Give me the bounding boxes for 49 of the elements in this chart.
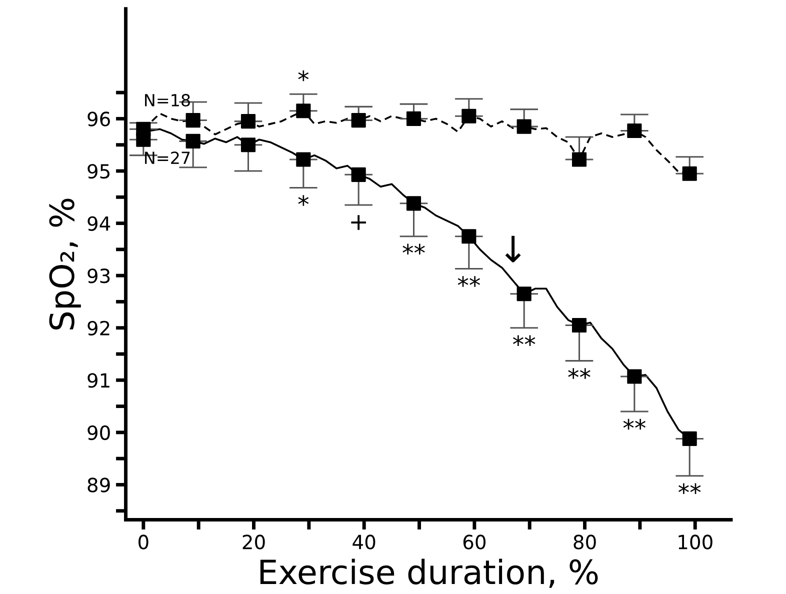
data-label: * bbox=[298, 195, 309, 206]
point bbox=[406, 111, 422, 126]
data-label: ** bbox=[458, 276, 480, 287]
x-tick-label: 40 bbox=[352, 534, 376, 550]
point bbox=[240, 138, 256, 152]
x-tick-label: 60 bbox=[463, 534, 486, 550]
point bbox=[516, 119, 532, 134]
series-label: N=18 bbox=[145, 94, 190, 106]
point bbox=[406, 196, 422, 211]
point bbox=[186, 134, 200, 148]
point bbox=[572, 318, 587, 333]
x-tick-label: 0 bbox=[138, 534, 148, 550]
data-label: ** bbox=[402, 244, 425, 254]
annotation: ↓ bbox=[505, 236, 521, 262]
point bbox=[516, 286, 532, 302]
point bbox=[296, 104, 311, 118]
data-label: ** bbox=[623, 418, 646, 430]
x-tick-label: 100 bbox=[678, 534, 712, 550]
point bbox=[351, 167, 366, 182]
y-tick-label: 95 bbox=[88, 164, 110, 179]
y-tick-label: 94 bbox=[88, 216, 110, 231]
x-tick-label: 80 bbox=[574, 534, 596, 550]
y-axis-title: SpO₂, % bbox=[49, 198, 81, 330]
point bbox=[240, 114, 256, 129]
point bbox=[682, 166, 697, 181]
x-axis-title: Exercise duration, % bbox=[260, 558, 598, 588]
point bbox=[462, 108, 476, 124]
point bbox=[136, 132, 151, 147]
x-tick-label: 20 bbox=[242, 534, 265, 550]
point bbox=[627, 123, 642, 138]
point bbox=[682, 431, 697, 446]
point bbox=[296, 152, 311, 167]
y-tick-label: 91 bbox=[88, 373, 110, 388]
y-tick-label: 96 bbox=[88, 112, 110, 126]
data-label: ** bbox=[678, 483, 701, 494]
y-tick-label: 92 bbox=[88, 320, 110, 336]
data-label: + bbox=[351, 215, 366, 230]
point bbox=[186, 112, 200, 128]
data-label: ** bbox=[512, 335, 536, 346]
data-label: * bbox=[298, 70, 309, 82]
point bbox=[351, 112, 366, 128]
y-tick-label: 89 bbox=[88, 478, 110, 492]
y-tick-label: 90 bbox=[88, 425, 110, 440]
point bbox=[462, 229, 476, 244]
series-label: N=27 bbox=[145, 152, 190, 164]
point bbox=[572, 152, 587, 167]
point bbox=[627, 369, 642, 384]
data-label: ** bbox=[568, 368, 590, 379]
y-tick-label: 93 bbox=[88, 268, 110, 284]
